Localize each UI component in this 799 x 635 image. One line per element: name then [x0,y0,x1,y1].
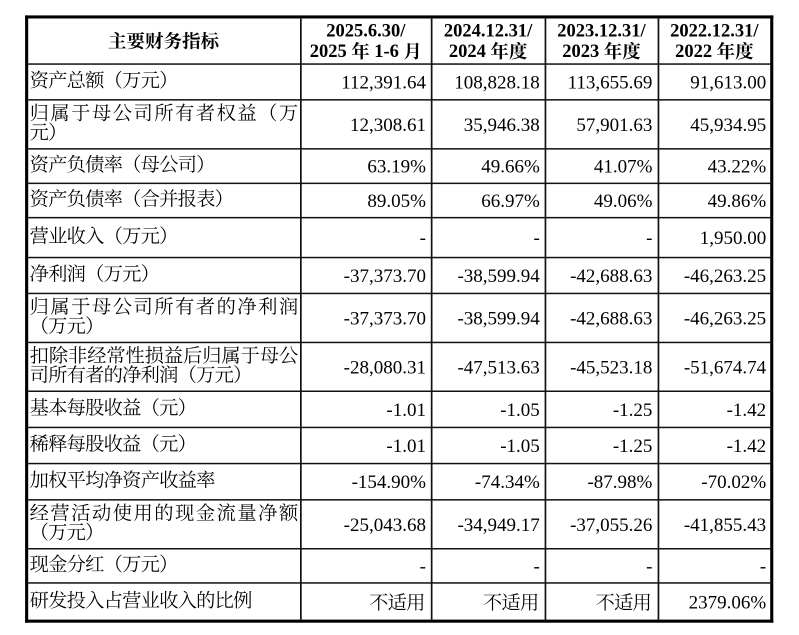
svg-text:-1.42: -1.42 [727,436,767,457]
svg-text:12,308.61: 12,308.61 [350,115,426,136]
svg-text:2022: 2022 [675,42,712,62]
svg-text:108,828.18: 108,828.18 [454,72,540,93]
svg-text:-46,263.25: -46,263.25 [684,266,766,287]
svg-text:112,391.64: 112,391.64 [341,72,426,93]
svg-text:2379.06%: 2379.06% [689,593,767,614]
svg-text:-1.05: -1.05 [500,400,540,421]
svg-text:2024.12.31/: 2024.12.31/ [444,22,533,42]
svg-text:-37,055.26: -37,055.26 [570,515,652,536]
svg-text:49.06%: 49.06% [594,191,653,212]
svg-text:57,901.63: 57,901.63 [576,115,652,136]
svg-text:-1.05: -1.05 [500,436,540,457]
svg-text:2025: 2025 [310,42,347,62]
svg-text:-47,513.63: -47,513.63 [457,357,539,378]
svg-text:-37,373.70: -37,373.70 [344,308,426,329]
svg-text:-: - [533,556,539,577]
svg-text:-1.42: -1.42 [727,400,767,421]
svg-text:-: - [646,228,652,249]
svg-text:1,950.00: 1,950.00 [700,228,767,249]
svg-text:-: - [420,228,426,249]
svg-text:91,613.00: 91,613.00 [690,72,766,93]
svg-text:-46,263.25: -46,263.25 [684,308,766,329]
svg-text:-42,688.63: -42,688.63 [570,308,652,329]
svg-text:-41,855.43: -41,855.43 [684,515,766,536]
svg-text:-1.01: -1.01 [386,400,426,421]
svg-text:-1.25: -1.25 [613,436,653,457]
svg-text:2025.6.30/: 2025.6.30/ [326,22,406,42]
svg-text:-: - [646,556,652,577]
svg-text:-: - [533,228,539,249]
svg-text:-: - [760,556,766,577]
svg-text:2022.12.31/: 2022.12.31/ [670,22,759,42]
svg-text:-38,599.94: -38,599.94 [457,308,540,329]
svg-text:2024: 2024 [449,42,486,62]
svg-text:113,655.69: 113,655.69 [568,72,653,93]
svg-text:-154.90%: -154.90% [352,472,427,493]
svg-text:-87.98%: -87.98% [587,472,652,493]
svg-text:-37,373.70: -37,373.70 [344,266,426,287]
svg-text:66.97%: 66.97% [481,191,540,212]
svg-text:43.22%: 43.22% [708,157,767,178]
svg-text:-70.02%: -70.02% [701,472,766,493]
svg-text:2023: 2023 [562,42,599,62]
svg-text:-51,674.74: -51,674.74 [684,357,767,378]
svg-text:41.07%: 41.07% [594,157,653,178]
svg-text:35,946.38: 35,946.38 [464,115,540,136]
svg-text:-42,688.63: -42,688.63 [570,266,652,287]
svg-text:45,934.95: 45,934.95 [690,115,766,136]
svg-text:1-6: 1-6 [374,42,399,62]
svg-text:63.19%: 63.19% [367,157,426,178]
svg-text:-28,080.31: -28,080.31 [344,357,426,378]
svg-text:-: - [420,556,426,577]
svg-text:-38,599.94: -38,599.94 [457,266,540,287]
svg-text:-34,949.17: -34,949.17 [457,515,539,536]
svg-text:2023.12.31/: 2023.12.31/ [557,22,646,42]
svg-text:-45,523.18: -45,523.18 [570,357,652,378]
svg-text:89.05%: 89.05% [367,191,426,212]
svg-text:-1.25: -1.25 [613,400,653,421]
svg-text:-74.34%: -74.34% [475,472,540,493]
svg-text:49.86%: 49.86% [708,191,767,212]
svg-text:49.66%: 49.66% [481,157,540,178]
svg-text:-25,043.68: -25,043.68 [344,515,426,536]
svg-text:-1.01: -1.01 [386,436,426,457]
